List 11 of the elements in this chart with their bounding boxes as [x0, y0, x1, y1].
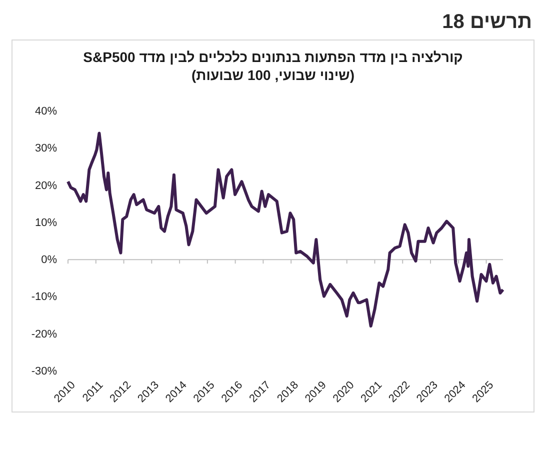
y-tick-label: 10%	[34, 216, 58, 229]
y-tick-label: 40%	[34, 106, 58, 118]
chart-title: תרשים 18	[442, 11, 532, 33]
line-series	[66, 132, 504, 328]
y-tick-label: 0%	[41, 254, 58, 266]
y-tick-label: 20%	[34, 180, 58, 192]
y-tick-label: 30%	[34, 142, 58, 155]
y-tick-label: -20%	[31, 328, 58, 340]
y-tick-label: -30%	[31, 366, 58, 378]
y-tick-label: -10%	[31, 291, 58, 304]
chart-subtitle: קורלציה בין מדד הפתעות בנתונים כלכליים לבין מדד S&P500 (שינוי שבועי, 100 שבועות)	[83, 49, 463, 83]
